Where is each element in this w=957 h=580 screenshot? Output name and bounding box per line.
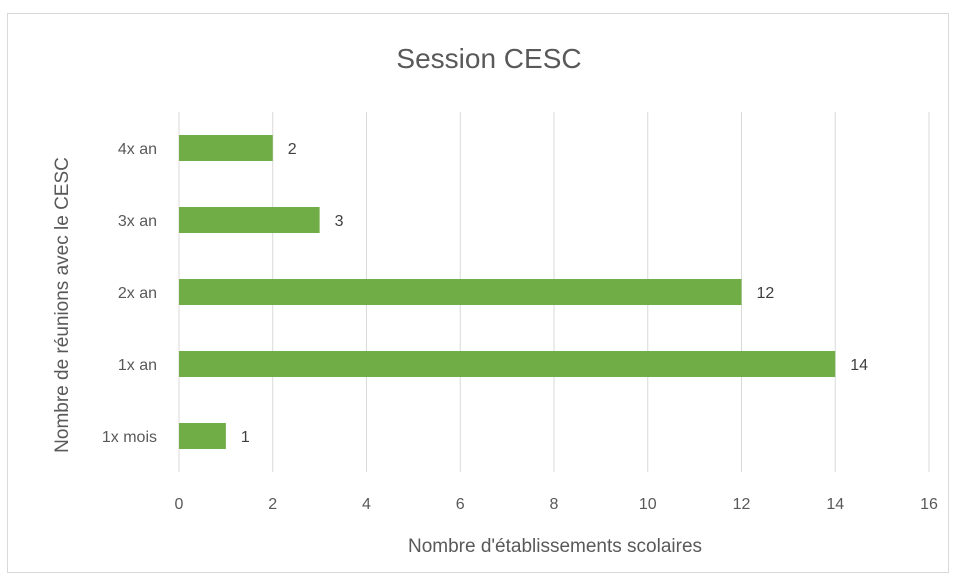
x-tick-label: 12 <box>733 496 751 513</box>
x-tick-label: 16 <box>920 496 938 513</box>
x-tick-label: 10 <box>639 496 657 513</box>
x-tick-labels: 0 2 4 6 8 10 12 14 16 <box>175 496 938 513</box>
bar <box>179 351 836 377</box>
category-label: 4x an <box>118 141 157 158</box>
chart-title: Session CESC <box>396 43 581 74</box>
data-label: 14 <box>850 357 868 374</box>
x-tick-label: 8 <box>550 496 559 513</box>
category-label: 1x mois <box>102 429 157 446</box>
x-tick-label: 6 <box>456 496 465 513</box>
x-tick-label: 2 <box>268 496 277 513</box>
bar <box>179 207 320 233</box>
x-tick-label: 0 <box>175 496 184 513</box>
data-label: 2 <box>288 141 297 158</box>
bar <box>179 135 273 161</box>
category-label: 1x an <box>118 357 157 374</box>
data-label: 1 <box>241 429 250 446</box>
data-labels: 1 14 12 3 2 <box>241 141 868 446</box>
data-label: 12 <box>757 285 775 302</box>
category-labels: 1x mois 1x an 2x an 3x an 4x an <box>102 141 157 446</box>
bar <box>179 423 226 449</box>
bars <box>179 135 836 449</box>
x-tick-label: 4 <box>362 496 371 513</box>
category-label: 3x an <box>118 213 157 230</box>
bar <box>179 279 742 305</box>
x-tick-label: 14 <box>826 496 844 513</box>
data-label: 3 <box>335 213 344 230</box>
category-label: 2x an <box>118 285 157 302</box>
y-axis-title: Nombre de réunions avec le CESC <box>52 157 73 453</box>
x-axis-title: Nombre d'établissements scolaires <box>408 536 702 557</box>
